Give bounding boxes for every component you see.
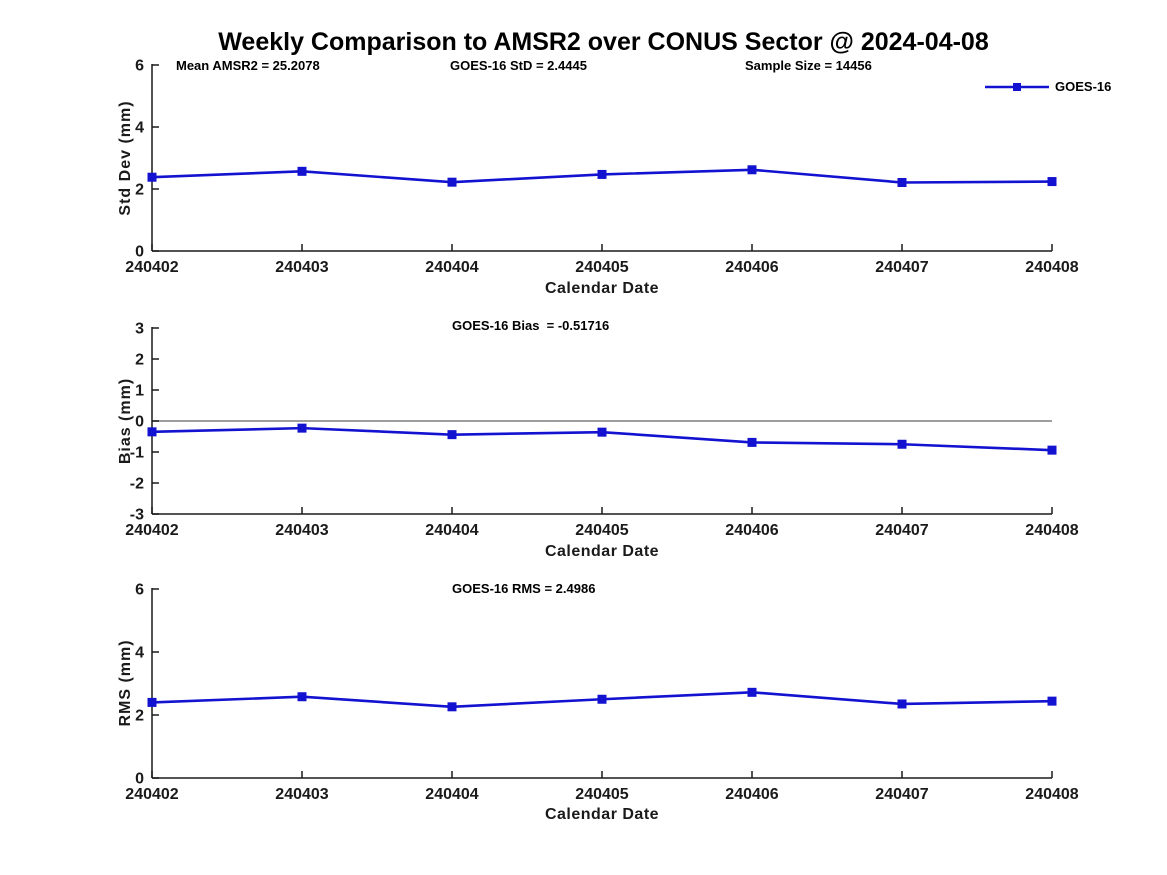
x-tick-label: 240402 — [125, 786, 178, 803]
data-point-marker — [147, 172, 157, 182]
data-point-marker — [297, 423, 307, 433]
data-point-marker — [747, 165, 757, 175]
data-point-marker — [447, 177, 457, 187]
y-tick-label: 2 — [135, 708, 144, 725]
x-tick-label: 240406 — [725, 259, 778, 276]
data-point-marker — [1047, 445, 1057, 455]
data-point-marker — [447, 430, 457, 440]
y-tick-label: 1 — [135, 383, 144, 400]
data-point-marker — [147, 427, 157, 437]
y-tick-label: -3 — [130, 507, 144, 524]
x-tick-label: 240408 — [1025, 786, 1078, 803]
data-point-marker — [597, 694, 607, 704]
y-tick-label: 4 — [135, 120, 144, 137]
data-point-marker — [897, 177, 907, 187]
x-tick-label: 240406 — [725, 786, 778, 803]
data-point-marker — [297, 692, 307, 702]
annotation-sample-size: Sample Size = 14456 — [745, 58, 872, 73]
x-tick-label: 240404 — [425, 259, 478, 276]
y-tick-label: 0 — [135, 244, 144, 261]
y-tick-label: 4 — [135, 645, 144, 662]
data-point-marker — [297, 166, 307, 176]
y-tick-label: -2 — [130, 476, 144, 493]
data-point-marker — [897, 439, 907, 449]
x-tick-label: 240405 — [575, 786, 628, 803]
chart-bias: -3 -2 -1 0 1 2 3 240402 240403 240404 240405 240406… — [125, 321, 1078, 540]
y-tick-label: -1 — [130, 445, 144, 462]
x-tick-label: 240402 — [125, 522, 178, 539]
x-tick-label: 240407 — [875, 786, 928, 803]
x-tick-label: 240408 — [1025, 259, 1078, 276]
legend-line-icon — [985, 82, 1049, 91]
annotation-goes16-rms: GOES-16 RMS = 2.4986 — [452, 581, 596, 596]
annotation-goes16-std: GOES-16 StD = 2.4445 — [450, 58, 587, 73]
y-tick-label: 6 — [135, 582, 144, 599]
x-tick-label: 240407 — [875, 522, 928, 539]
data-point-marker — [147, 697, 157, 707]
x-tick-label: 240408 — [1025, 522, 1078, 539]
x-tick-label: 240403 — [275, 259, 328, 276]
y-tick-label: 0 — [135, 414, 144, 431]
legend-label: GOES-16 — [1055, 79, 1112, 94]
x-tick-label: 240405 — [575, 259, 628, 276]
chart-title: Weekly Comparison to AMSR2 over CONUS Se… — [218, 28, 989, 56]
data-point-marker — [597, 169, 607, 179]
chart-std-dev: 0 2 4 6 240402 240403 240404 240405 240406 240407… — [125, 58, 1078, 277]
x-tick-label: 240404 — [425, 786, 478, 803]
y-tick-label: 2 — [135, 182, 144, 199]
x-tick-label: 240403 — [275, 786, 328, 803]
data-point-marker — [447, 702, 457, 712]
data-point-marker — [1047, 177, 1057, 187]
data-point-marker — [747, 687, 757, 697]
annotation-mean-amsr2: Mean AMSR2 = 25.2078 — [176, 58, 320, 73]
x-tick-label: 240404 — [425, 522, 478, 539]
xlabel-std-dev: Calendar Date — [544, 280, 660, 297]
xlabel-bias: Calendar Date — [544, 543, 660, 560]
y-tick-label: 3 — [135, 321, 144, 338]
annotation-goes16-bias: GOES-16 Bias = -0.51716 — [452, 318, 610, 333]
x-tick-label: 240403 — [275, 522, 328, 539]
data-point-marker — [747, 437, 757, 447]
x-tick-label: 240406 — [725, 522, 778, 539]
x-tick-label: 240405 — [575, 522, 628, 539]
data-point-marker — [597, 427, 607, 437]
x-tick-label: 240402 — [125, 259, 178, 276]
y-tick-label: 6 — [135, 58, 144, 75]
legend: GOES-16 — [985, 79, 1111, 94]
data-point-marker — [897, 699, 907, 709]
x-tick-label: 240407 — [875, 259, 928, 276]
xlabel-rms: Calendar Date — [544, 806, 660, 823]
y-tick-label: 2 — [135, 352, 144, 369]
y-tick-label: 0 — [135, 771, 144, 788]
chart-rms: 0 2 4 6 240402 240403 240404 240405 240406 240407… — [125, 582, 1078, 804]
data-point-marker — [1047, 696, 1057, 706]
